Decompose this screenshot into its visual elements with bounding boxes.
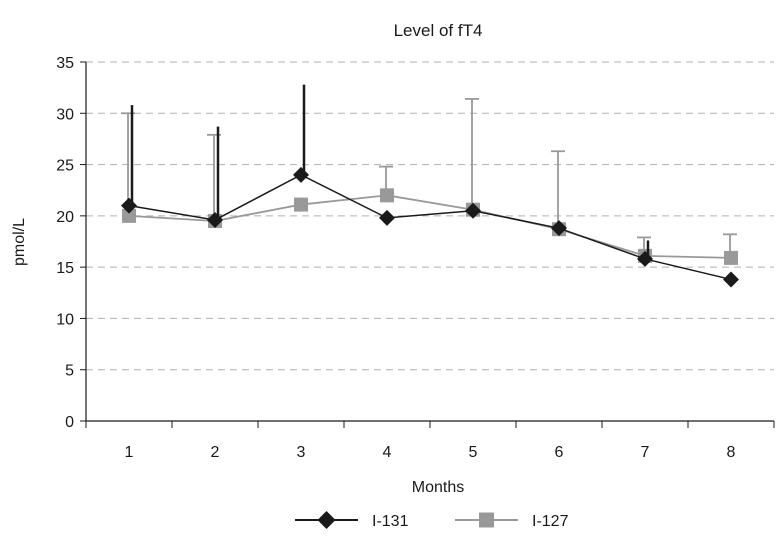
x-tick-label: 5 [469,444,478,461]
y-tick-label: 15 [56,260,74,277]
legend-label: I-131 [372,513,409,530]
legend-label: I-127 [532,513,569,530]
data-point [724,250,738,265]
series-line [128,173,732,281]
y-tick-label: 35 [56,55,74,72]
data-point [379,209,395,226]
x-tick-label: 8 [727,444,736,461]
legend: I-131 I-127 [295,511,569,530]
series-i-131 [121,84,739,288]
y-tick-label: 30 [56,106,74,123]
data-point [551,220,567,237]
data-point [465,202,481,219]
y-tick-label: 25 [56,158,74,175]
data-point [723,271,739,288]
data-point [294,197,308,212]
x-axis-label: Months [412,479,464,496]
x-tick-label: 6 [555,444,564,461]
chart-title: Level of fT4 [394,21,483,40]
x-tick-labels: 1 2 3 4 5 6 7 8 [125,444,736,461]
y-axis-label: pmol/L [11,218,28,266]
x-tick-label: 7 [641,444,650,461]
series-layer [121,84,739,288]
data-point [121,197,137,214]
x-tick-label: 4 [383,444,392,461]
legend-marker [479,512,494,528]
axes [80,61,775,428]
series-i-127 [121,98,738,265]
data-point [637,250,653,267]
data-point [293,166,309,183]
gridlines [86,61,774,371]
x-tick-label: 2 [211,444,220,461]
legend-marker [317,511,336,529]
data-point [380,188,394,203]
x-tick-label: 1 [125,444,134,461]
y-tick-label: 5 [65,363,74,380]
y-tick-label: 0 [65,414,74,431]
y-tick-label: 20 [56,209,74,226]
series-line [128,194,732,259]
legend-item-i-127: I-127 [455,512,569,530]
legend-item-i-131: I-131 [295,511,409,530]
data-point [122,208,136,223]
y-tick-labels: 0 5 10 15 20 25 30 35 [56,55,74,431]
x-tick-label: 3 [297,444,306,461]
y-tick-label: 10 [56,311,74,328]
data-point [207,211,223,228]
